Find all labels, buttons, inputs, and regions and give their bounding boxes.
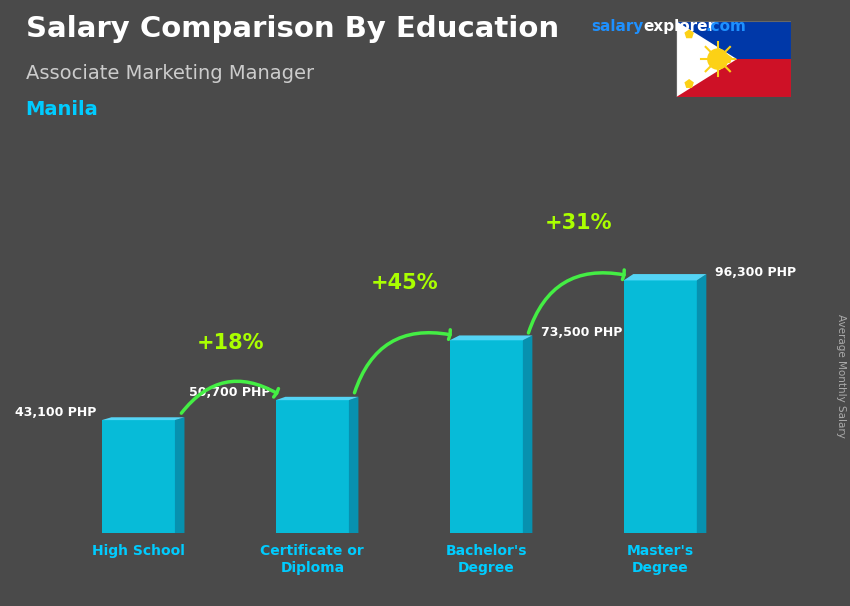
Polygon shape bbox=[175, 418, 184, 533]
Text: Manila: Manila bbox=[26, 100, 99, 119]
Text: salary: salary bbox=[591, 19, 643, 35]
Text: +18%: +18% bbox=[196, 333, 264, 353]
Text: 73,500 PHP: 73,500 PHP bbox=[541, 325, 622, 339]
Text: Salary Comparison By Education: Salary Comparison By Education bbox=[26, 15, 558, 43]
Polygon shape bbox=[102, 420, 175, 533]
Polygon shape bbox=[275, 400, 348, 533]
Text: +31%: +31% bbox=[544, 213, 612, 233]
Text: Associate Marketing Manager: Associate Marketing Manager bbox=[26, 64, 314, 82]
Text: 50,700 PHP: 50,700 PHP bbox=[189, 385, 270, 399]
Polygon shape bbox=[450, 341, 523, 533]
Text: Average Monthly Salary: Average Monthly Salary bbox=[836, 314, 846, 438]
Polygon shape bbox=[624, 281, 697, 533]
Circle shape bbox=[707, 48, 728, 70]
Text: 43,100 PHP: 43,100 PHP bbox=[15, 405, 97, 419]
Text: 96,300 PHP: 96,300 PHP bbox=[715, 266, 796, 279]
Polygon shape bbox=[684, 29, 694, 38]
Polygon shape bbox=[275, 397, 359, 400]
Polygon shape bbox=[624, 274, 706, 281]
Polygon shape bbox=[102, 418, 184, 420]
Polygon shape bbox=[697, 274, 706, 533]
Polygon shape bbox=[348, 397, 359, 533]
Polygon shape bbox=[676, 21, 737, 98]
Text: .com: .com bbox=[706, 19, 746, 35]
Polygon shape bbox=[722, 54, 732, 63]
Text: explorer: explorer bbox=[643, 19, 716, 35]
Polygon shape bbox=[676, 21, 790, 59]
Polygon shape bbox=[523, 336, 532, 533]
Text: +45%: +45% bbox=[371, 273, 438, 293]
Polygon shape bbox=[450, 336, 532, 341]
Polygon shape bbox=[676, 59, 790, 98]
Polygon shape bbox=[684, 79, 694, 88]
